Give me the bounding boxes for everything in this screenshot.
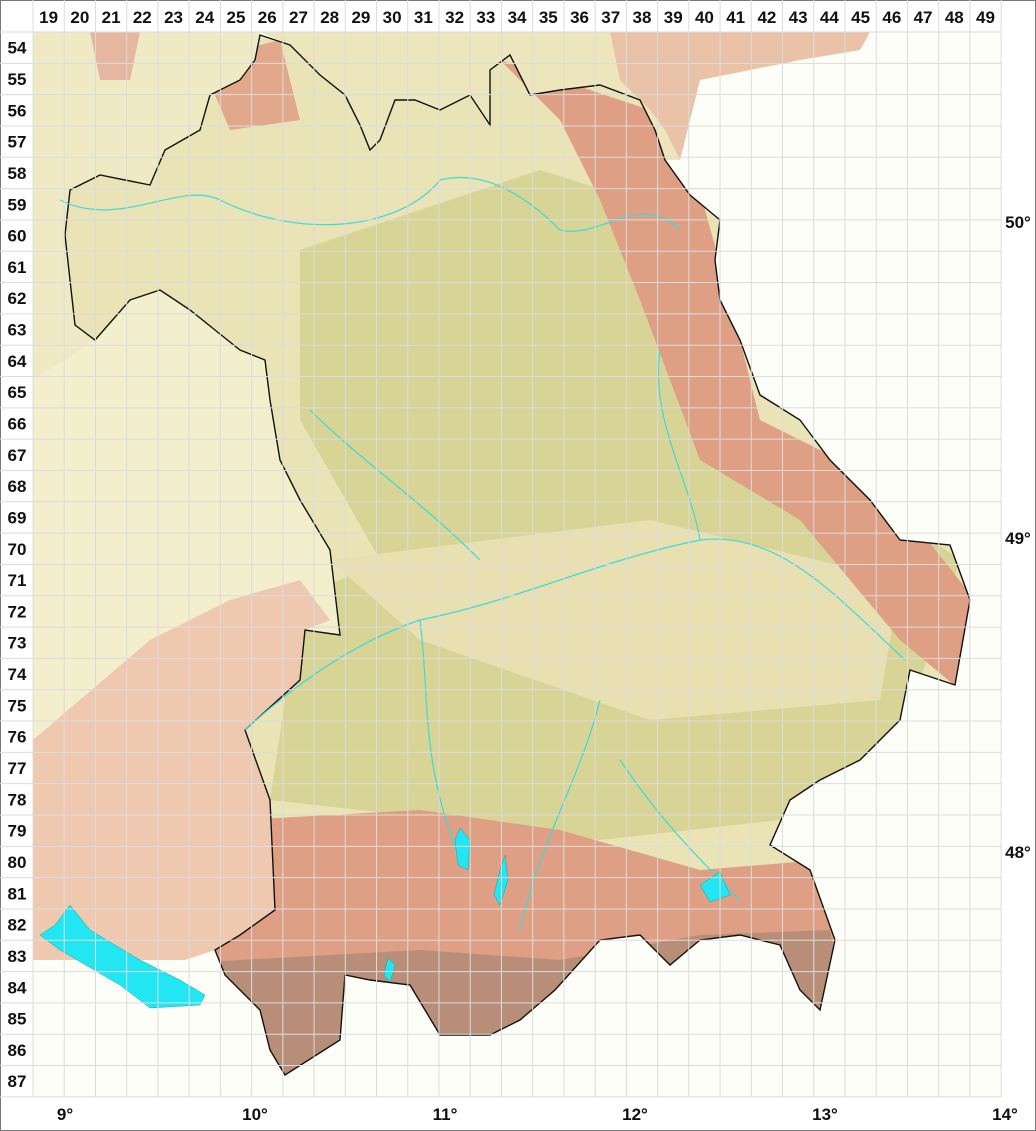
lake-forggensee [383, 957, 396, 983]
row-label: 74 [8, 665, 27, 684]
lake-constance [39, 904, 206, 1009]
row-label: 84 [8, 978, 27, 997]
column-label: 36 [570, 8, 589, 27]
row-label: 54 [8, 39, 27, 58]
row-label: 81 [8, 884, 27, 903]
longitude-label: 9° [57, 1105, 73, 1124]
column-label: 21 [102, 8, 121, 27]
river-altmuehl [309, 409, 481, 561]
row-label: 68 [8, 477, 27, 496]
column-label: 39 [664, 8, 683, 27]
column-label: 37 [601, 8, 620, 27]
longitude-label: 13° [812, 1105, 838, 1124]
lake-ammersee [454, 827, 471, 871]
row-label: 69 [8, 508, 27, 527]
column-label: 35 [539, 8, 558, 27]
row-label: 82 [8, 916, 27, 935]
row-label: 75 [8, 696, 27, 715]
column-label: 46 [882, 8, 901, 27]
rivers [59, 176, 906, 931]
column-label: 34 [508, 8, 527, 27]
row-label: 76 [8, 728, 27, 747]
row-label: 55 [8, 70, 27, 89]
column-label: 25 [227, 8, 246, 27]
longitude-label: 11° [433, 1105, 458, 1124]
column-label: 49 [976, 8, 995, 27]
column-label: 32 [445, 8, 464, 27]
column-label: 24 [195, 8, 214, 27]
column-label: 29 [351, 8, 370, 27]
column-label: 33 [476, 8, 495, 27]
row-label: 58 [8, 164, 27, 183]
river-isar [519, 699, 601, 931]
row-label: 70 [8, 540, 27, 559]
row-label: 78 [8, 790, 27, 809]
column-label: 31 [414, 8, 433, 27]
latitude-label: 49° [1005, 529, 1031, 548]
river-naab [657, 349, 701, 541]
column-label: 42 [757, 8, 776, 27]
row-label: 73 [8, 634, 27, 653]
column-label: 38 [633, 8, 652, 27]
latitude-label: 50° [1005, 213, 1031, 232]
row-label: 80 [8, 853, 27, 872]
river-danube [244, 538, 906, 731]
column-label: 45 [851, 8, 870, 27]
row-label: 86 [8, 1041, 27, 1060]
lakes [39, 827, 731, 1009]
latitude-label: 48° [1005, 843, 1031, 862]
river-main [59, 176, 681, 232]
column-label: 47 [914, 8, 933, 27]
row-label: 62 [8, 289, 27, 308]
column-label: 40 [695, 8, 714, 27]
row-label: 60 [8, 227, 27, 246]
row-label: 59 [8, 195, 27, 214]
column-label: 44 [820, 8, 839, 27]
column-label: 26 [258, 8, 277, 27]
row-label: 77 [8, 759, 27, 778]
row-label: 63 [8, 321, 27, 340]
column-label: 41 [726, 8, 745, 27]
column-label: 48 [945, 8, 964, 27]
column-label: 23 [164, 8, 183, 27]
neighbour-regions [33, 32, 870, 960]
row-label: 72 [8, 602, 27, 621]
longitude-label: 14° [992, 1105, 1018, 1124]
column-label: 27 [289, 8, 308, 27]
grid-lines [0, 0, 1002, 1098]
column-label: 19 [39, 8, 58, 27]
row-label: 66 [8, 415, 27, 434]
row-label: 56 [8, 101, 27, 120]
column-label: 28 [320, 8, 339, 27]
row-label: 65 [8, 383, 27, 402]
column-label: 43 [789, 8, 808, 27]
longitude-label: 12° [622, 1105, 648, 1124]
column-label: 20 [70, 8, 89, 27]
grid-labels: 19 20 21 22 23 24 25 26 27 28 29 30 31 32 33 34 35 36 37 38… [8, 8, 1032, 1124]
row-label: 85 [8, 1010, 27, 1029]
column-label: 30 [383, 8, 402, 27]
row-label: 57 [8, 133, 27, 152]
row-label: 83 [8, 947, 27, 966]
lake-chiemsee [699, 871, 731, 903]
row-label: 67 [8, 446, 27, 465]
row-label: 87 [8, 1072, 27, 1091]
row-label: 64 [8, 352, 27, 371]
row-label: 61 [8, 258, 27, 277]
column-label: 22 [133, 8, 152, 27]
river-lech [419, 619, 461, 861]
longitude-label: 10° [242, 1105, 268, 1124]
row-label: 71 [8, 571, 27, 590]
row-label: 79 [8, 822, 27, 841]
